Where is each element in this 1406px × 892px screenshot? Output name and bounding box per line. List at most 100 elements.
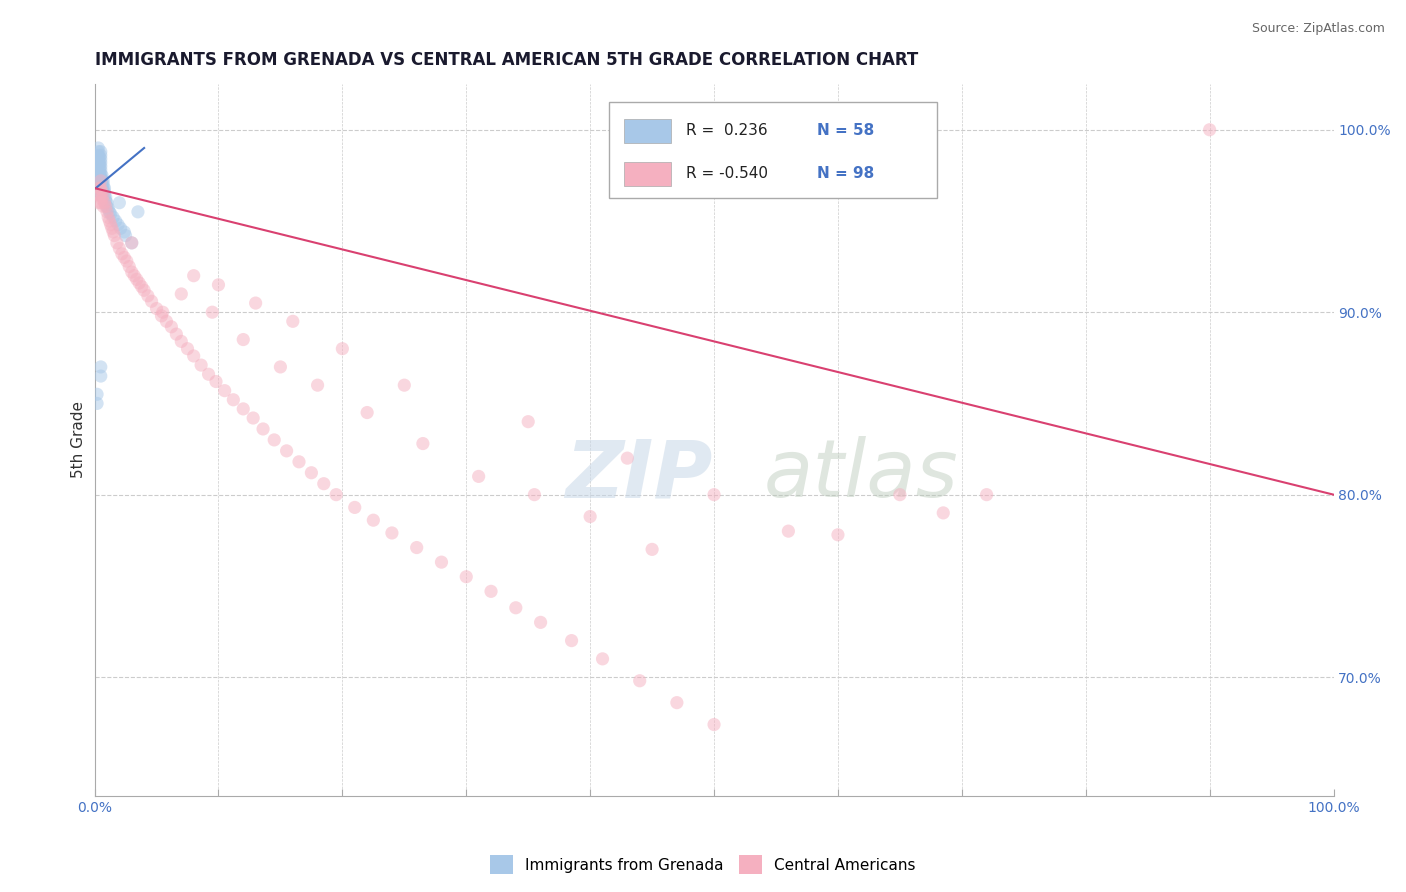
Point — [91, 192, 114, 206]
Point — [222, 392, 245, 407]
Point — [307, 378, 329, 392]
Point — [165, 327, 187, 342]
Point — [242, 411, 264, 425]
Point — [778, 524, 800, 538]
Text: ZIP: ZIP — [565, 436, 713, 515]
Point — [232, 333, 254, 347]
Point — [592, 652, 614, 666]
Point — [89, 167, 111, 181]
Bar — [624, 119, 671, 144]
Point — [281, 314, 304, 328]
Point — [145, 301, 167, 316]
Point — [976, 488, 998, 502]
Point — [91, 176, 114, 190]
Point — [91, 188, 114, 202]
Point — [183, 349, 205, 363]
Point — [121, 235, 143, 250]
Point — [343, 500, 366, 515]
Point — [479, 584, 502, 599]
Point — [118, 260, 141, 274]
Point — [160, 319, 183, 334]
Point — [93, 185, 115, 199]
Point — [628, 673, 651, 688]
Text: atlas: atlas — [763, 436, 959, 515]
Point — [90, 185, 112, 199]
Point — [91, 199, 114, 213]
Point — [90, 162, 112, 177]
Point — [183, 268, 205, 283]
Point — [107, 218, 129, 232]
Point — [87, 141, 110, 155]
Y-axis label: 5th Grade: 5th Grade — [72, 401, 86, 478]
Point — [134, 283, 156, 297]
Point — [170, 334, 193, 349]
Point — [93, 195, 115, 210]
Point — [87, 148, 110, 162]
Point — [214, 384, 236, 398]
Point — [89, 181, 111, 195]
Point — [641, 542, 664, 557]
Point — [93, 188, 115, 202]
Point — [90, 181, 112, 195]
Text: N = 58: N = 58 — [817, 123, 875, 138]
Point — [111, 247, 134, 261]
Point — [86, 396, 108, 410]
Point — [115, 254, 138, 268]
Point — [505, 600, 527, 615]
Point — [245, 296, 267, 310]
Point — [394, 378, 416, 392]
Point — [412, 436, 434, 450]
Bar — [624, 161, 671, 186]
Point — [96, 204, 118, 219]
Point — [94, 194, 117, 208]
Point — [121, 235, 143, 250]
Point — [579, 509, 602, 524]
Point — [91, 169, 114, 183]
Point — [90, 159, 112, 173]
Point — [363, 513, 385, 527]
Point — [91, 185, 114, 199]
Point — [299, 466, 322, 480]
Point — [127, 204, 149, 219]
Point — [90, 178, 112, 192]
Point — [932, 506, 955, 520]
Point — [90, 188, 112, 202]
Point — [703, 717, 725, 731]
Point — [131, 279, 153, 293]
Point — [98, 214, 121, 228]
Point — [101, 225, 124, 239]
Point — [114, 228, 136, 243]
Point — [86, 150, 108, 164]
Point — [101, 211, 124, 225]
Point — [141, 294, 163, 309]
Text: R =  0.236: R = 0.236 — [686, 123, 768, 138]
Text: N = 98: N = 98 — [817, 166, 875, 180]
Point — [90, 155, 112, 169]
Point — [121, 265, 143, 279]
Text: IMMIGRANTS FROM GRENADA VS CENTRAL AMERICAN 5TH GRADE CORRELATION CHART: IMMIGRANTS FROM GRENADA VS CENTRAL AMERI… — [94, 51, 918, 69]
Point — [152, 305, 174, 319]
Point — [703, 488, 725, 502]
Point — [176, 342, 198, 356]
Point — [104, 214, 127, 228]
Point — [381, 525, 404, 540]
Point — [100, 207, 122, 221]
Point — [110, 221, 132, 235]
Point — [467, 469, 489, 483]
Point — [125, 272, 148, 286]
Point — [190, 358, 212, 372]
Point — [90, 195, 112, 210]
Point — [90, 369, 112, 384]
Point — [405, 541, 427, 555]
Point — [90, 174, 112, 188]
Point — [91, 179, 114, 194]
Point — [89, 178, 111, 192]
Point — [101, 221, 124, 235]
Point — [312, 476, 335, 491]
Point — [430, 555, 453, 569]
Point — [90, 188, 112, 202]
Point — [108, 195, 131, 210]
Point — [103, 228, 125, 243]
Point — [90, 145, 112, 159]
Point — [98, 204, 121, 219]
